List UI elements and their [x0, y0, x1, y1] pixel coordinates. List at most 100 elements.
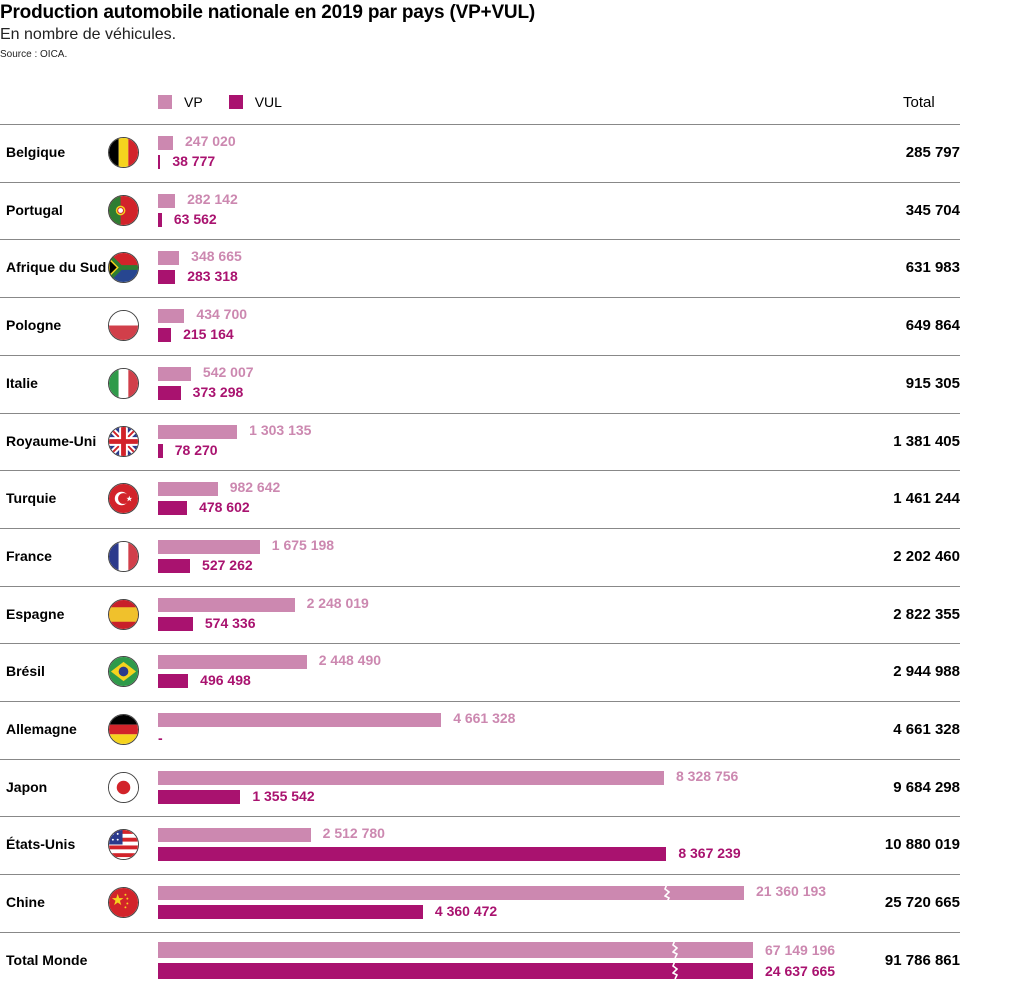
row-uk: Royaume-Uni 1 303 135 78 270 1 381 405 [0, 412, 960, 470]
total-value: 1 381 405 [893, 432, 960, 450]
turkey-flag-icon [108, 483, 139, 515]
vul-value-label: 283 318 [187, 268, 238, 285]
vp-value-label: 8 328 756 [676, 767, 739, 784]
vul-bar [158, 155, 161, 169]
belgium-flag-icon [108, 137, 139, 168]
row-portugal: Portugal 282 142 63 562 345 704 [0, 181, 960, 239]
axis-break-icon [671, 960, 679, 980]
total-value: 10 880 019 [884, 836, 960, 854]
vul-value-label: 38 777 [172, 153, 216, 169]
row-total-monde: Total Monde 67 149 196 24 637 665 91 786 86… [0, 931, 960, 989]
vp-bar [158, 770, 664, 785]
row-divider [0, 816, 960, 818]
vul-value-label: 215 164 [183, 326, 234, 343]
vul-value-label: 527 262 [202, 556, 253, 573]
total-column-header: Total [903, 94, 935, 111]
row-divider [0, 239, 960, 241]
country-label: Total Monde [6, 951, 88, 968]
vul-bar [158, 674, 189, 689]
legend: VP VUL [158, 94, 308, 110]
country-label: Portugal [6, 201, 63, 218]
vul-bar [158, 789, 241, 804]
germany-flag-icon [108, 714, 139, 745]
row-brazil: Brésil 2 448 490 496 498 2 944 988 [0, 643, 960, 700]
vul-value-label: 78 270 [174, 441, 218, 458]
row-divider [0, 758, 960, 760]
vul-value-label: 4 360 472 [434, 903, 498, 920]
vul-value-label: 478 602 [199, 499, 250, 516]
vul-bar [158, 270, 176, 285]
usa-flag-icon [108, 829, 139, 861]
vul-bar [158, 212, 162, 227]
china-flag-icon [108, 887, 139, 919]
row-divider [0, 470, 960, 472]
row-divider [0, 354, 960, 356]
chart-title: Production automobile nationale en 2019 … [0, 2, 535, 23]
vul-bar [158, 960, 753, 980]
chart-source: Source : OICA. [0, 49, 68, 60]
brazil-flag-icon [108, 656, 139, 688]
vul-value-label: 8 367 239 [678, 845, 741, 862]
vp-value-label: 2 448 490 [318, 652, 382, 669]
vul-value-label: 496 498 [200, 672, 251, 689]
row-divider [0, 124, 960, 125]
row-germany: Allemagne 4 661 328 - 4 661 328 [0, 701, 960, 758]
spain-flag-icon [108, 598, 139, 630]
country-label: Chine [6, 894, 45, 911]
vp-bar [158, 828, 311, 843]
poland-flag-icon [108, 310, 139, 342]
country-label: Turquie [6, 490, 57, 507]
row-divider [0, 643, 960, 645]
total-value: 9 684 298 [893, 778, 960, 796]
row-italy: Italie 542 007 373 298 915 305 [0, 354, 960, 412]
vp-bar [158, 713, 442, 727]
vul-value-label: 574 336 [204, 614, 256, 631]
country-label: Espagne [6, 605, 65, 622]
vul-bar [158, 558, 191, 573]
total-value: 2 822 355 [893, 605, 960, 623]
total-value: 649 864 [905, 317, 960, 335]
vul-value-label: 63 562 [173, 210, 217, 227]
country-label: Japon [6, 778, 48, 795]
country-label: Afrique du Sud [6, 259, 107, 276]
row-divider [0, 931, 960, 933]
legend-label-vp: VP [184, 94, 203, 110]
vp-bar [158, 655, 307, 670]
vul-value-label: 1 355 542 [252, 787, 315, 804]
legend-swatch-vp [158, 95, 172, 109]
vp-value-label: 434 700 [196, 306, 248, 323]
vp-value-label: 982 642 [229, 479, 281, 496]
row-poland: Pologne 434 700 215 164 649 864 [0, 297, 960, 354]
vp-value-label: 542 007 [202, 363, 254, 380]
total-value: 2 202 460 [893, 547, 960, 565]
france-flag-icon [108, 540, 139, 572]
vp-value-label: 348 665 [191, 248, 242, 265]
vul-bar [158, 616, 193, 631]
vul-bar [158, 385, 181, 400]
country-label: États-Unis [6, 836, 76, 853]
country-label: France [6, 547, 52, 564]
vul-bar [158, 905, 423, 920]
uk-flag-icon [108, 425, 139, 457]
vp-bar [158, 424, 238, 439]
country-label: Pologne [6, 317, 62, 334]
vp-value-label: 1 303 135 [249, 421, 312, 438]
row-japan: Japon 8 328 756 1 355 542 9 684 298 [0, 758, 960, 816]
portugal-flag-icon [108, 194, 139, 226]
vp-bar [158, 883, 744, 903]
row-divider [0, 297, 960, 299]
chart-subtitle: En nombre de véhicules. [0, 26, 177, 43]
vp-bar [158, 939, 753, 959]
row-divider [0, 701, 960, 702]
vp-bar [158, 193, 176, 208]
vp-value-label: 2 248 019 [306, 594, 369, 611]
row-divider [0, 527, 960, 529]
vp-value-label: 67 149 196 [765, 941, 836, 958]
row-belgium: Belgique 247 020 38 777 285 797 [0, 124, 960, 181]
total-value: 345 704 [905, 201, 960, 219]
vul-bar [158, 501, 188, 516]
row-china: Chine 21 360 193 4 360 472 25 720 665 [0, 874, 960, 931]
vp-value-label: 247 020 [185, 133, 236, 149]
axis-break-icon [671, 939, 679, 959]
vp-bar [158, 539, 260, 554]
